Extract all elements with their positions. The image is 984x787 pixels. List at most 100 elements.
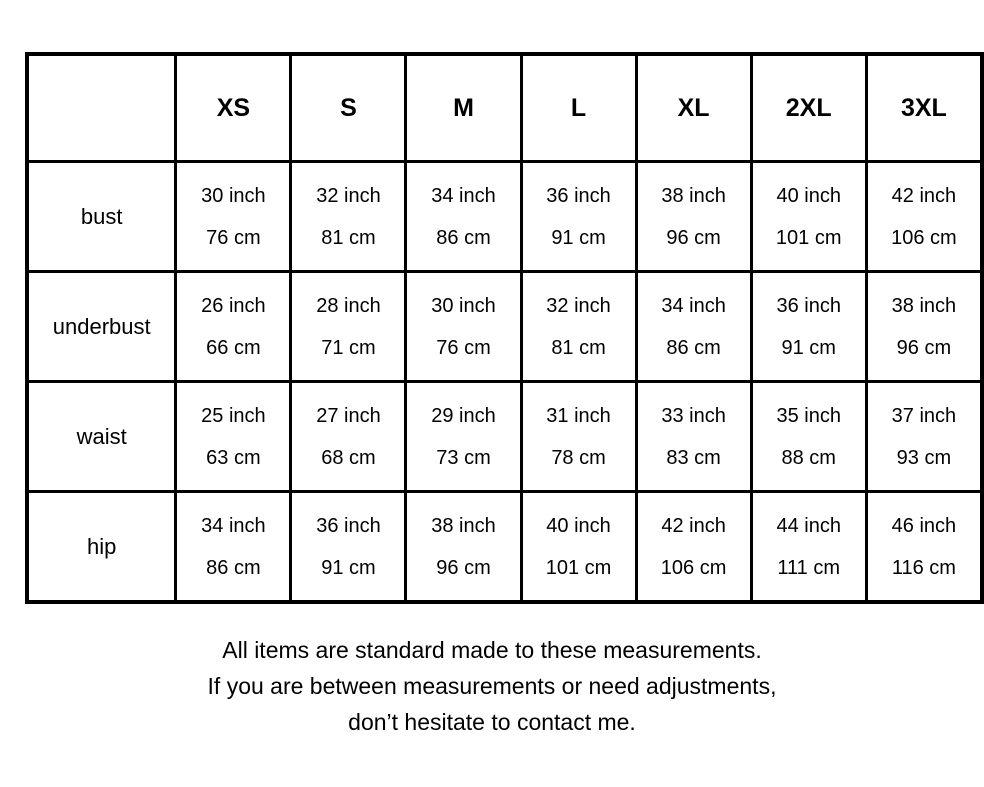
cm-value: 86 cm — [436, 226, 491, 249]
cm-value: 81 cm — [321, 226, 376, 249]
footer-note: All items are standard made to these mea… — [0, 632, 984, 740]
cm-value: 91 cm — [551, 226, 606, 249]
measure-cell: 38 inch 96 cm — [634, 160, 753, 273]
inch-value: 25 inch — [201, 404, 266, 427]
table-row-hip: hip 34 inch 86 cm 36 inch 91 cm 38 inch 96 … — [25, 490, 984, 604]
cm-value: 76 cm — [206, 226, 261, 249]
measure-cell: 38 inch 96 cm — [864, 270, 984, 383]
inch-value: 28 inch — [316, 294, 381, 317]
row-label-underbust: underbust — [25, 270, 178, 383]
size-header-xs: XS — [174, 52, 293, 163]
measure-cell: 38 inch 96 cm — [404, 490, 523, 604]
measure-cell: 34 inch 86 cm — [404, 160, 523, 273]
inch-value: 44 inch — [776, 514, 841, 537]
measure-cell: 42 inch 106 cm — [634, 490, 753, 604]
inch-value: 37 inch — [891, 404, 957, 427]
inch-value: 32 inch — [546, 294, 611, 317]
size-chart-table: XS S M L XL 2XL 3XL bust 30 inch 76 cm 32… — [25, 52, 984, 604]
size-header-3xl: 3XL — [864, 52, 984, 163]
size-header-l: L — [519, 52, 638, 163]
cm-value: 101 cm — [545, 556, 612, 579]
cm-value: 111 cm — [777, 556, 841, 579]
size-header-2xl: 2XL — [749, 52, 868, 163]
cm-value: 66 cm — [206, 336, 261, 359]
cm-value: 78 cm — [551, 446, 606, 469]
measure-cell: 37 inch 93 cm — [864, 380, 984, 493]
inch-value: 35 inch — [776, 404, 841, 427]
cm-value: 101 cm — [775, 226, 842, 249]
table-row-underbust: underbust 26 inch 66 cm 28 inch 71 cm 30 i… — [25, 270, 984, 383]
cm-value: 81 cm — [551, 336, 606, 359]
inch-value: 40 inch — [546, 514, 611, 537]
inch-value: 38 inch — [431, 514, 496, 537]
inch-value: 34 inch — [431, 184, 496, 207]
measure-cell: 32 inch 81 cm — [289, 160, 408, 273]
cm-value: 68 cm — [321, 446, 376, 469]
inch-value: 34 inch — [661, 294, 726, 317]
measure-cell: 34 inch 86 cm — [174, 490, 293, 604]
inch-value: 38 inch — [891, 294, 957, 317]
cm-value: 86 cm — [666, 336, 721, 359]
inch-value: 26 inch — [201, 294, 266, 317]
measure-cell: 28 inch 71 cm — [289, 270, 408, 383]
measure-cell: 44 inch 111 cm — [749, 490, 868, 604]
cm-value: 106 cm — [891, 226, 957, 249]
measure-cell: 36 inch 91 cm — [519, 160, 638, 273]
measure-cell: 33 inch 83 cm — [634, 380, 753, 493]
measure-cell: 46 inch 116 cm — [864, 490, 984, 604]
cm-value: 116 cm — [891, 556, 956, 579]
cm-value: 96 cm — [436, 556, 491, 579]
measure-cell: 36 inch 91 cm — [749, 270, 868, 383]
measure-cell: 40 inch 101 cm — [749, 160, 868, 273]
measure-cell: 36 inch 91 cm — [289, 490, 408, 604]
footer-line-2: If you are between measurements or need … — [207, 673, 777, 699]
inch-value: 42 inch — [891, 184, 957, 207]
inch-value: 36 inch — [776, 294, 841, 317]
cm-value: 76 cm — [436, 336, 491, 359]
inch-value: 32 inch — [316, 184, 381, 207]
size-header-xl: XL — [634, 52, 753, 163]
cm-value: 83 cm — [666, 446, 721, 469]
measure-cell: 32 inch 81 cm — [519, 270, 638, 383]
cm-value: 91 cm — [321, 556, 376, 579]
measure-cell: 42 inch 106 cm — [864, 160, 984, 273]
inch-value: 33 inch — [661, 404, 726, 427]
table-row-bust: bust 30 inch 76 cm 32 inch 81 cm 34 inch 86… — [25, 160, 984, 273]
measure-cell: 26 inch 66 cm — [174, 270, 293, 383]
inch-value: 36 inch — [316, 514, 381, 537]
inch-value: 30 inch — [431, 294, 496, 317]
measure-cell: 29 inch 73 cm — [404, 380, 523, 493]
inch-value: 34 inch — [201, 514, 266, 537]
measure-cell: 25 inch 63 cm — [174, 380, 293, 493]
footer-line-3: don’t hesitate to contact me. — [348, 709, 636, 735]
corner-cell — [25, 52, 178, 163]
header-row: XS S M L XL 2XL 3XL — [25, 52, 984, 163]
inch-value: 30 inch — [201, 184, 266, 207]
cm-value: 63 cm — [206, 446, 261, 469]
measure-cell: 34 inch 86 cm — [634, 270, 753, 383]
row-label-bust: bust — [25, 160, 178, 273]
measure-cell: 31 inch 78 cm — [519, 380, 638, 493]
inch-value: 36 inch — [546, 184, 611, 207]
inch-value: 29 inch — [431, 404, 496, 427]
size-header-s: S — [289, 52, 408, 163]
inch-value: 38 inch — [661, 184, 726, 207]
measure-cell: 40 inch 101 cm — [519, 490, 638, 604]
inch-value: 42 inch — [661, 514, 726, 537]
measure-cell: 30 inch 76 cm — [404, 270, 523, 383]
cm-value: 96 cm — [666, 226, 721, 249]
cm-value: 71 cm — [321, 336, 376, 359]
cm-value: 106 cm — [660, 556, 727, 579]
size-header-m: M — [404, 52, 523, 163]
cm-value: 88 cm — [781, 446, 836, 469]
inch-value: 27 inch — [316, 404, 381, 427]
row-label-hip: hip — [25, 490, 178, 604]
measure-cell: 35 inch 88 cm — [749, 380, 868, 493]
inch-value: 31 inch — [546, 404, 611, 427]
row-label-waist: waist — [25, 380, 178, 493]
cm-value: 96 cm — [896, 336, 952, 359]
measure-cell: 27 inch 68 cm — [289, 380, 408, 493]
cm-value: 91 cm — [781, 336, 836, 359]
footer-line-1: All items are standard made to these mea… — [222, 637, 762, 663]
measure-cell: 30 inch 76 cm — [174, 160, 293, 273]
